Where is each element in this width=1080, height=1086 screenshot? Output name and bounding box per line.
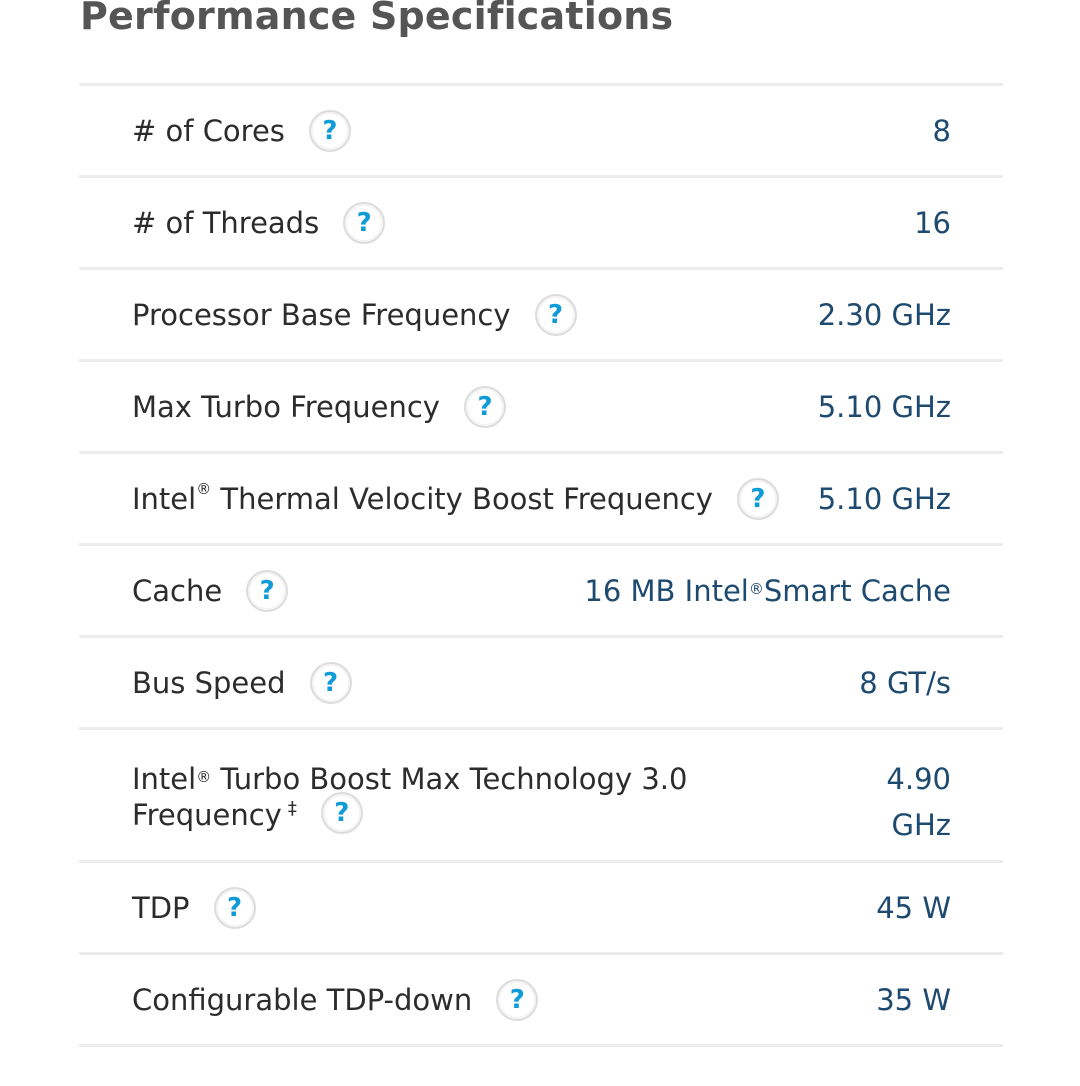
- spec-row-max-turbo: Max Turbo Frequency ? 5.10 GHz: [79, 362, 1003, 454]
- spec-row-configurable-tdp-down: Configurable TDP-down ? 35 W: [79, 955, 1003, 1047]
- spec-label: # of Threads ?: [132, 178, 386, 267]
- spec-value: 8: [932, 113, 951, 148]
- spec-value: 2.30 GHz: [817, 297, 951, 332]
- spec-label-text: Bus Speed: [132, 665, 286, 700]
- spec-value: 35 W: [876, 982, 951, 1017]
- section-title: Performance Specifications: [80, 0, 674, 38]
- registered-mark: ®: [196, 768, 212, 786]
- value-line: GHz: [891, 808, 951, 842]
- help-icon[interactable]: ?: [343, 201, 386, 244]
- spec-label-text: Cache: [132, 573, 223, 608]
- spec-label: Max Turbo Frequency ?: [132, 362, 506, 451]
- help-icon[interactable]: ?: [246, 569, 289, 612]
- spec-label-text: # of Threads: [132, 205, 320, 240]
- brand-text: Intel: [132, 481, 197, 516]
- spec-label-text: TDP: [132, 890, 190, 925]
- spec-row-base-frequency: Processor Base Frequency ? 2.30 GHz: [79, 270, 1003, 362]
- spec-value: 16: [914, 205, 951, 240]
- brand-text: Intel: [132, 762, 197, 796]
- spec-label-text: Configurable TDP-down: [132, 982, 473, 1017]
- spec-label: Cache ?: [132, 546, 289, 635]
- help-icon[interactable]: ?: [736, 477, 779, 520]
- spec-row-threads: # of Threads ? 16: [79, 178, 1003, 270]
- spec-value: 16 MB Intel ® Smart Cache: [584, 546, 951, 635]
- spec-row-cores: # of Cores ? 8: [79, 86, 1003, 178]
- spec-row-thermal-velocity-boost: Intel® Thermal Velocity Boost Frequency …: [79, 454, 1003, 546]
- help-icon[interactable]: ?: [463, 385, 506, 428]
- spec-row-bus-speed: Bus Speed ? 8 GT/s: [79, 638, 1003, 730]
- help-icon[interactable]: ?: [213, 886, 256, 929]
- registered-mark: ®: [748, 579, 764, 598]
- spec-value: 5.10 GHz: [817, 481, 951, 516]
- value-line: 4.90: [886, 762, 951, 796]
- spec-label: TDP ?: [132, 863, 256, 952]
- spec-value: 45 W: [876, 890, 951, 925]
- spec-value: 4.90 GHz: [861, 756, 951, 848]
- help-icon[interactable]: ?: [309, 661, 352, 704]
- spec-label: # of Cores ?: [132, 86, 351, 175]
- spec-row-tdp: TDP ? 45 W: [79, 863, 1003, 955]
- value-suffix: Smart Cache: [763, 573, 951, 608]
- label-suffix: Turbo Boost Max Technology 3.0: [211, 762, 688, 796]
- spec-row-turbo-boost-max-3: Intel® Turbo Boost Max Technology 3.0 Fr…: [79, 730, 1003, 863]
- spec-label-text: Intel® Thermal Velocity Boost Frequency: [132, 479, 713, 516]
- spec-row-cache: Cache ? 16 MB Intel ® Smart Cache: [79, 546, 1003, 638]
- top-divider: [79, 83, 1003, 86]
- spec-label-text: # of Cores: [132, 113, 285, 148]
- label-second-line: Frequency: [132, 798, 282, 832]
- help-icon[interactable]: ?: [308, 109, 351, 152]
- spec-label-line: Frequency ‡?: [132, 792, 687, 838]
- spec-value: 8 GT/s: [859, 665, 951, 700]
- spec-label: Configurable TDP-down ?: [132, 955, 539, 1044]
- spec-label: Processor Base Frequency ?: [132, 270, 577, 359]
- registered-mark: ®: [196, 479, 212, 498]
- help-icon[interactable]: ?: [534, 293, 577, 336]
- spec-table: # of Cores ? 8 # of Threads ? 16 Process…: [79, 83, 1003, 1047]
- spec-label-text: Processor Base Frequency: [132, 297, 511, 332]
- footnote-mark: ‡: [287, 798, 297, 819]
- spec-label-line: Intel® Turbo Boost Max Technology 3.0: [132, 762, 687, 796]
- spec-label: Intel® Turbo Boost Max Technology 3.0 Fr…: [132, 762, 687, 838]
- help-icon[interactable]: ?: [496, 978, 539, 1021]
- value-prefix: 16 MB Intel: [584, 573, 749, 608]
- spec-value: 5.10 GHz: [817, 389, 951, 424]
- help-icon[interactable]: ?: [320, 792, 363, 834]
- label-suffix: Thermal Velocity Boost Frequency: [211, 481, 713, 516]
- spec-label: Bus Speed ?: [132, 638, 352, 727]
- spec-label: Intel® Thermal Velocity Boost Frequency …: [132, 454, 779, 543]
- spec-label-text: Max Turbo Frequency: [132, 389, 440, 424]
